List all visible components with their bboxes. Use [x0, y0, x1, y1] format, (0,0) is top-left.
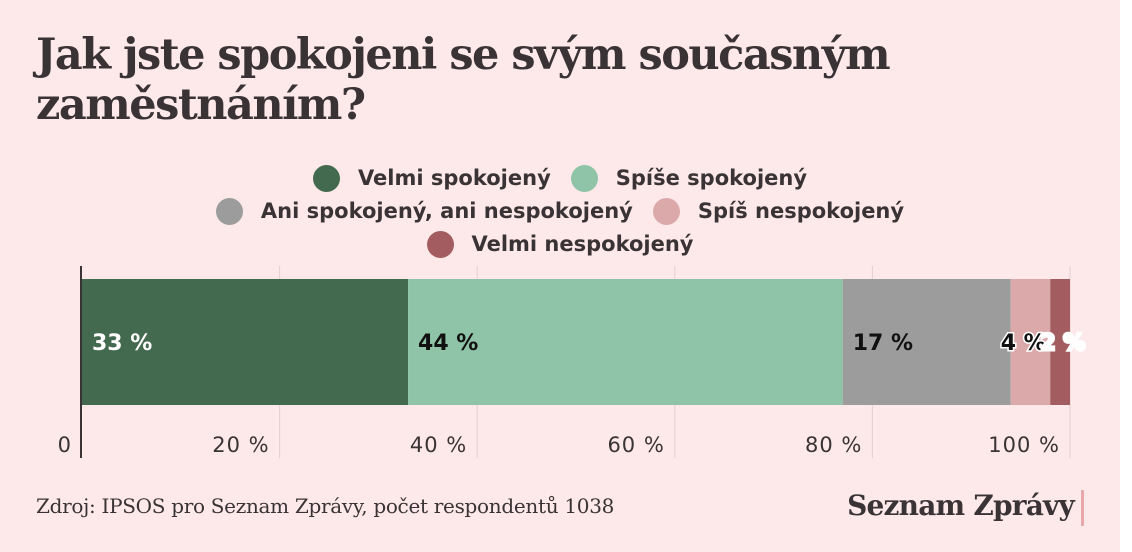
legend-swatch — [652, 198, 680, 225]
data-label: 33 % — [92, 331, 152, 356]
legend-label: Spíše spokojený — [615, 166, 808, 190]
legend-swatch — [312, 165, 340, 192]
x-tick-label: 40 % — [410, 433, 467, 457]
brand-accent-bar — [1081, 490, 1084, 526]
x-tick-label: 0 — [58, 433, 72, 457]
legend-item: Spíše spokojený — [570, 164, 808, 193]
data-label: 2 % — [1040, 331, 1085, 356]
data-label: 17 % — [853, 331, 913, 356]
legend-item: Velmi spokojený — [312, 164, 551, 193]
legend-item: Spíš nespokojený — [652, 197, 905, 226]
x-tick-label: 100 % — [988, 433, 1060, 457]
bar-segment — [1010, 279, 1051, 405]
x-tick-label: 60 % — [607, 433, 664, 457]
legend-row: Velmi nespokojený — [60, 230, 1060, 259]
legend-swatch — [215, 198, 243, 225]
data-label: 44 % — [418, 331, 478, 356]
legend-item: Velmi nespokojený — [426, 230, 694, 259]
x-tick-label: 80 % — [805, 433, 862, 457]
source-note: Zdroj: IPSOS pro Seznam Zprávy, počet re… — [36, 494, 615, 518]
legend-label: Velmi spokojený — [357, 166, 551, 190]
legend-item: Ani spokojený, ani nespokojený — [215, 197, 633, 226]
data-label: 4 % — [1001, 331, 1046, 356]
chart-title: Jak jste spokojeni se svým současným zam… — [36, 30, 891, 130]
bar-segment — [842, 279, 1011, 405]
legend-row: Velmi spokojený Spíše spokojený — [60, 164, 1060, 193]
bar-segment — [1050, 279, 1070, 405]
bar-segment — [408, 279, 843, 405]
legend-row: Ani spokojený, ani nespokojený Spíš nespo… — [60, 197, 1060, 226]
legend-swatch — [570, 165, 598, 192]
bar-segment — [82, 279, 409, 405]
brand-logo: Seznam Zprávy — [847, 489, 1075, 522]
legend-swatch — [426, 231, 454, 258]
legend-label: Spíš nespokojený — [697, 199, 905, 223]
legend-label: Velmi nespokojený — [471, 232, 694, 256]
x-tick-label: 20 % — [212, 433, 269, 457]
chart-legend: Velmi spokojený Spíše spokojený Ani spokoj… — [60, 164, 1060, 259]
legend-label: Ani spokojený, ani nespokojený — [260, 199, 633, 223]
